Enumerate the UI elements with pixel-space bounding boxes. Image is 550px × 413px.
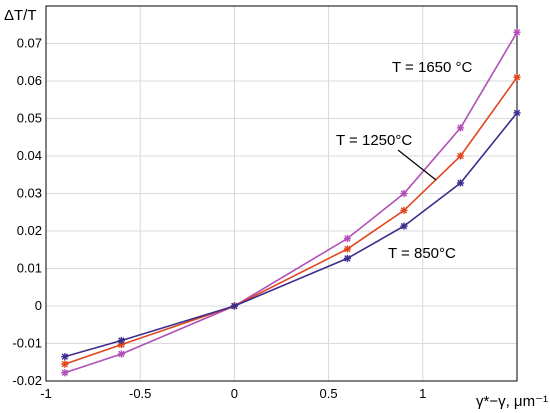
data-point — [456, 152, 465, 160]
annotation-label: T = 1650 °C — [392, 59, 473, 76]
data-point — [343, 234, 352, 243]
annotation-label: T = 1250°C — [336, 132, 412, 149]
data-point — [343, 254, 352, 262]
annotations: T = 1650 °C T = 1250°C T = 850°C — [336, 59, 473, 262]
data-point — [61, 353, 69, 361]
data-point — [513, 109, 521, 117]
y-tick-label: 0.04 — [17, 148, 42, 163]
y-tick-label: 0.03 — [17, 186, 42, 201]
tick-labels: -1 -0.5 0 0.5 1 -0.02 -0.01 0 0.01 0.02 0.03 0.04 0.… — [12, 36, 426, 402]
data-point — [400, 189, 408, 198]
data-point — [117, 336, 125, 345]
data-point — [513, 73, 521, 81]
series-line — [64, 112, 518, 358]
y-tick-label: 0 — [35, 298, 42, 313]
annotation-leader — [397, 149, 437, 181]
y-tick-label: 0.07 — [17, 36, 42, 51]
x-tick-label: 1 — [419, 386, 426, 401]
y-tick-label: 0.01 — [17, 261, 42, 276]
data-point — [400, 206, 408, 214]
data-point — [456, 179, 465, 187]
series-line — [64, 31, 518, 374]
series-1 — [61, 73, 521, 368]
x-axis-label: γ*−γ, μm⁻¹ — [476, 393, 548, 410]
data-point — [456, 124, 465, 132]
y-tick-label: 0.02 — [17, 223, 42, 238]
series-group — [61, 28, 521, 377]
data-point — [61, 360, 69, 368]
x-tick-label: 0.5 — [320, 386, 338, 401]
plot-frame — [45, 5, 518, 382]
data-point — [117, 350, 125, 358]
x-tick-label: 0 — [231, 386, 238, 401]
annotation-label: T = 850°C — [388, 245, 456, 262]
data-point — [61, 369, 69, 377]
series-2 — [61, 109, 521, 361]
y-tick-label: 0.06 — [17, 73, 42, 88]
data-point — [513, 28, 521, 36]
data-point — [230, 302, 238, 310]
series-line — [64, 76, 518, 365]
y-tick-label: -0.02 — [12, 373, 42, 388]
data-point — [343, 245, 352, 253]
y-tick-label: -0.01 — [12, 336, 42, 351]
x-tick-label: -1 — [40, 386, 52, 401]
x-tick-label: -0.5 — [129, 386, 151, 401]
data-point — [400, 222, 408, 230]
y-axis-label: ΔT/T — [4, 7, 37, 24]
y-tick-label: 0.05 — [17, 111, 42, 126]
